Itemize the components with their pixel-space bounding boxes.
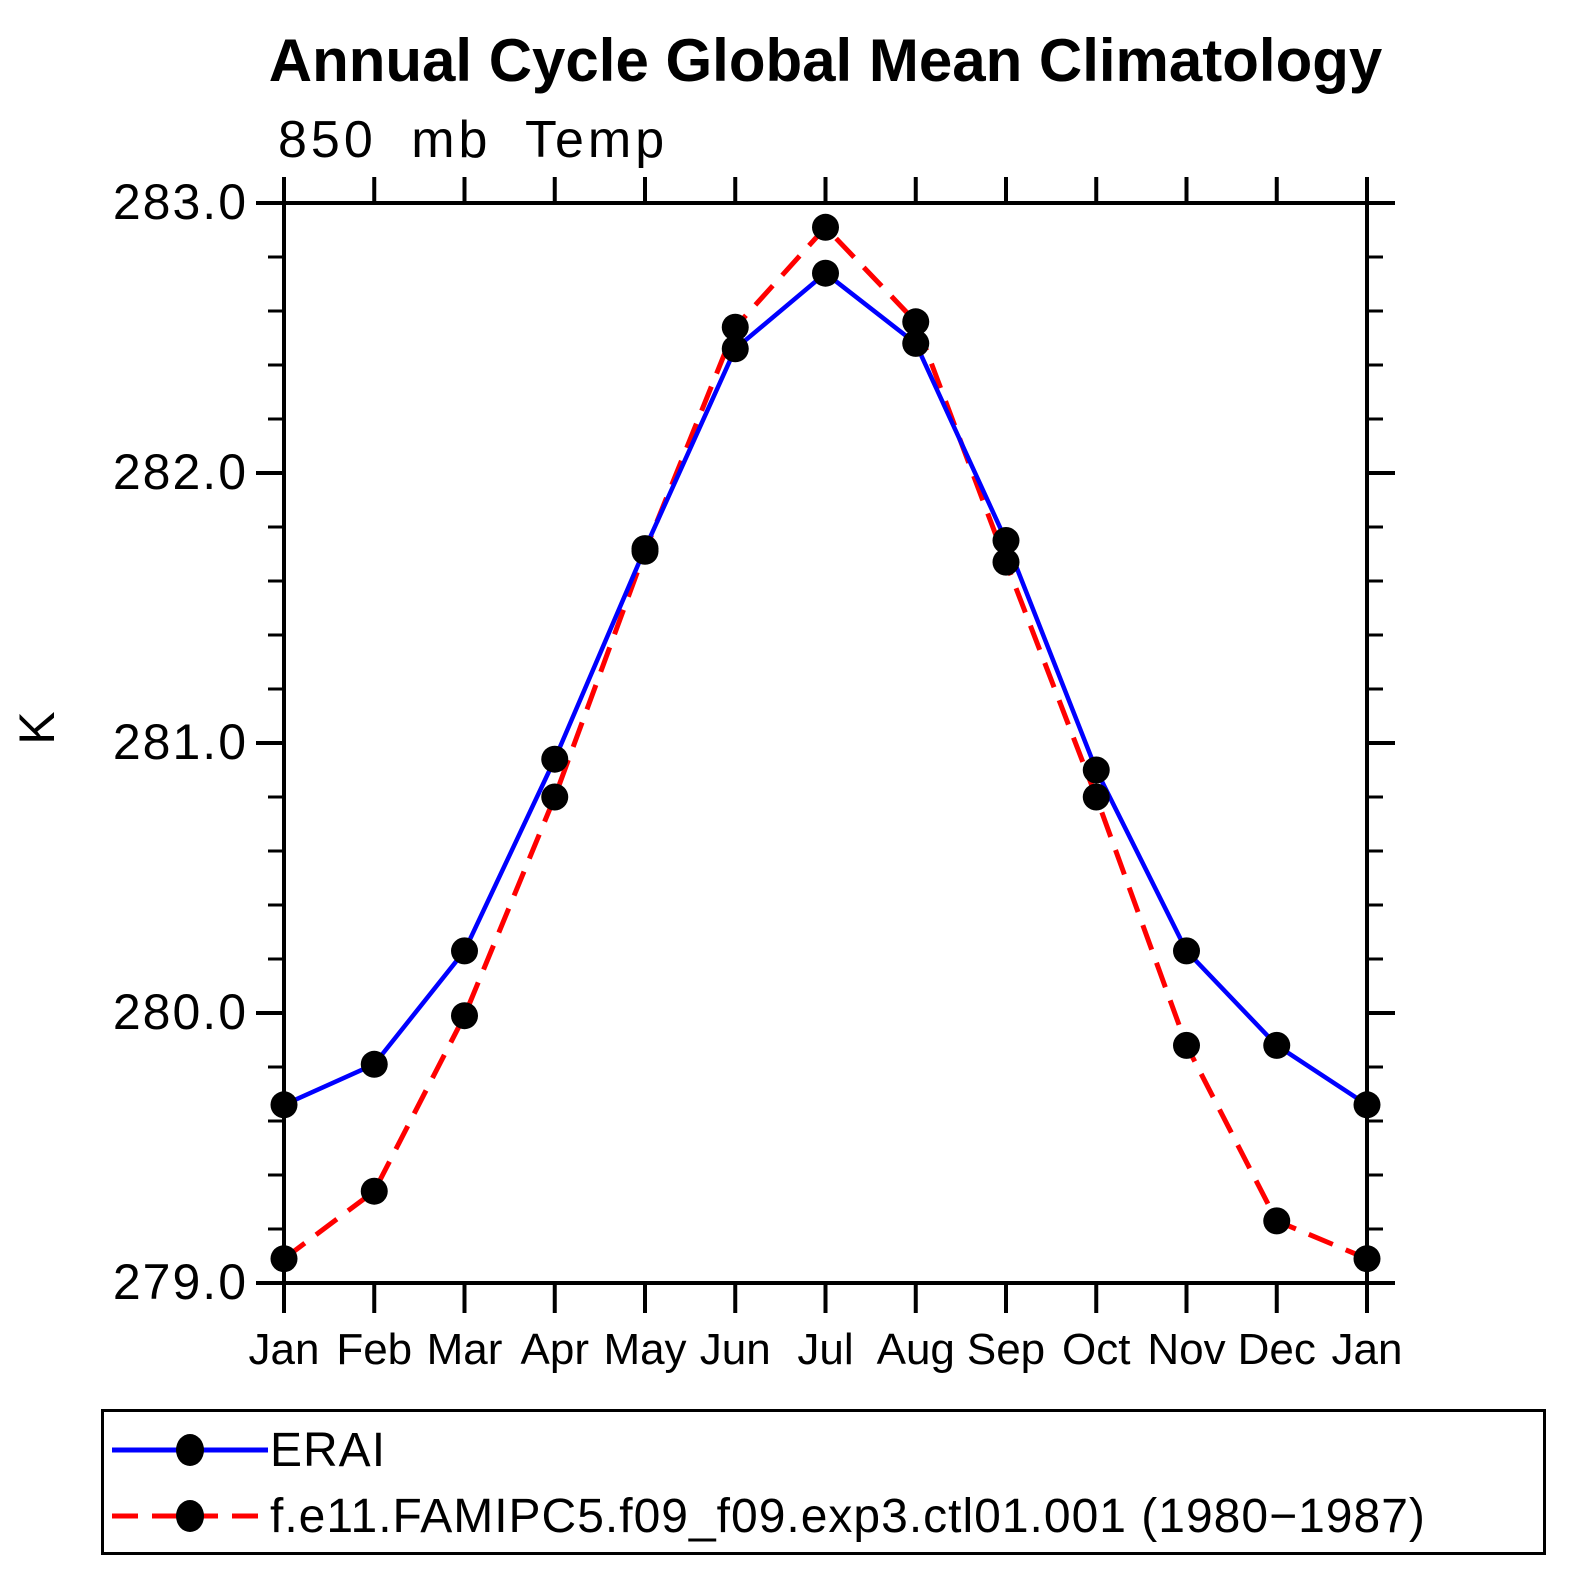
x-tick-label: Jan [1332,1325,1403,1374]
legend-sample-erai [112,1434,268,1466]
data-point-marker [270,1245,298,1273]
data-point-marker [1173,1031,1200,1059]
data-point-marker [541,745,569,773]
data-point-marker [1263,1207,1291,1235]
data-point-marker [631,537,659,565]
data-point-marker [360,1050,388,1078]
chart-title: Annual Cycle Global Mean Climatology [268,27,1383,94]
x-tick-label: Apr [521,1325,589,1374]
data-point-marker [1082,756,1110,784]
legend-sample-model [112,1500,268,1532]
x-tick-label: Dec [1238,1325,1316,1374]
chart-subtitle: 850 mb Temp [278,111,669,169]
data-point-marker [902,308,930,336]
x-tick-label: Jun [700,1325,771,1374]
data-point-marker [812,213,839,241]
x-tick-label: Jan [249,1325,320,1374]
data-point-marker [902,329,930,357]
x-tick-label: Nov [1147,1325,1225,1374]
data-point-marker [270,1091,298,1119]
series-line-erai [283,270,1369,1107]
legend-marker-dot-icon [176,1434,204,1466]
data-point-marker [992,548,1020,576]
y-tick-label: 279.0 [113,1254,248,1310]
data-point-marker [1353,1245,1381,1273]
data-point-marker [1353,1091,1381,1119]
legend-label-model: f.e11.FAMIPC5.f09_f09.exp3.ctl01.001 (19… [270,1489,1426,1543]
data-point-marker [451,1002,478,1030]
legend-marker-dot-icon [176,1500,204,1532]
data-point-marker [360,1177,388,1205]
series-line-model [282,223,1368,1262]
legend-row-model: f.e11.FAMIPC5.f09_f09.exp3.ctl01.001 (19… [110,1489,1426,1543]
legend-box: ERAI f.e11.FAMIPC5.f09_f09.exp3.ctl01.00… [101,1409,1546,1555]
x-tick-label: Feb [336,1325,412,1374]
y-tick-label: 280.0 [113,984,248,1040]
data-point-marker [1082,783,1110,811]
x-tick-label: Mar [427,1325,503,1374]
x-tick-label: Jul [797,1325,853,1374]
x-tick-label: May [603,1325,686,1374]
data-point-marker [721,313,749,341]
legend-row-erai: ERAI [110,1423,387,1477]
x-tick-label: Sep [967,1325,1045,1374]
y-tick-label: 281.0 [113,714,248,770]
plot-frame [282,201,1369,1285]
data-point-marker [1263,1031,1291,1059]
data-point-marker [812,259,839,287]
data-point-marker [721,335,749,363]
x-tick-label: Oct [1062,1325,1130,1374]
y-tick-label: 283.0 [113,174,248,230]
data-point-marker [1173,937,1200,965]
x-tick-label: Aug [877,1325,955,1374]
data-point-marker [992,527,1020,554]
legend-label-erai: ERAI [270,1423,387,1477]
y-tick-label: 282.0 [113,444,248,500]
data-point-marker [541,783,569,811]
data-point-marker [451,937,478,965]
